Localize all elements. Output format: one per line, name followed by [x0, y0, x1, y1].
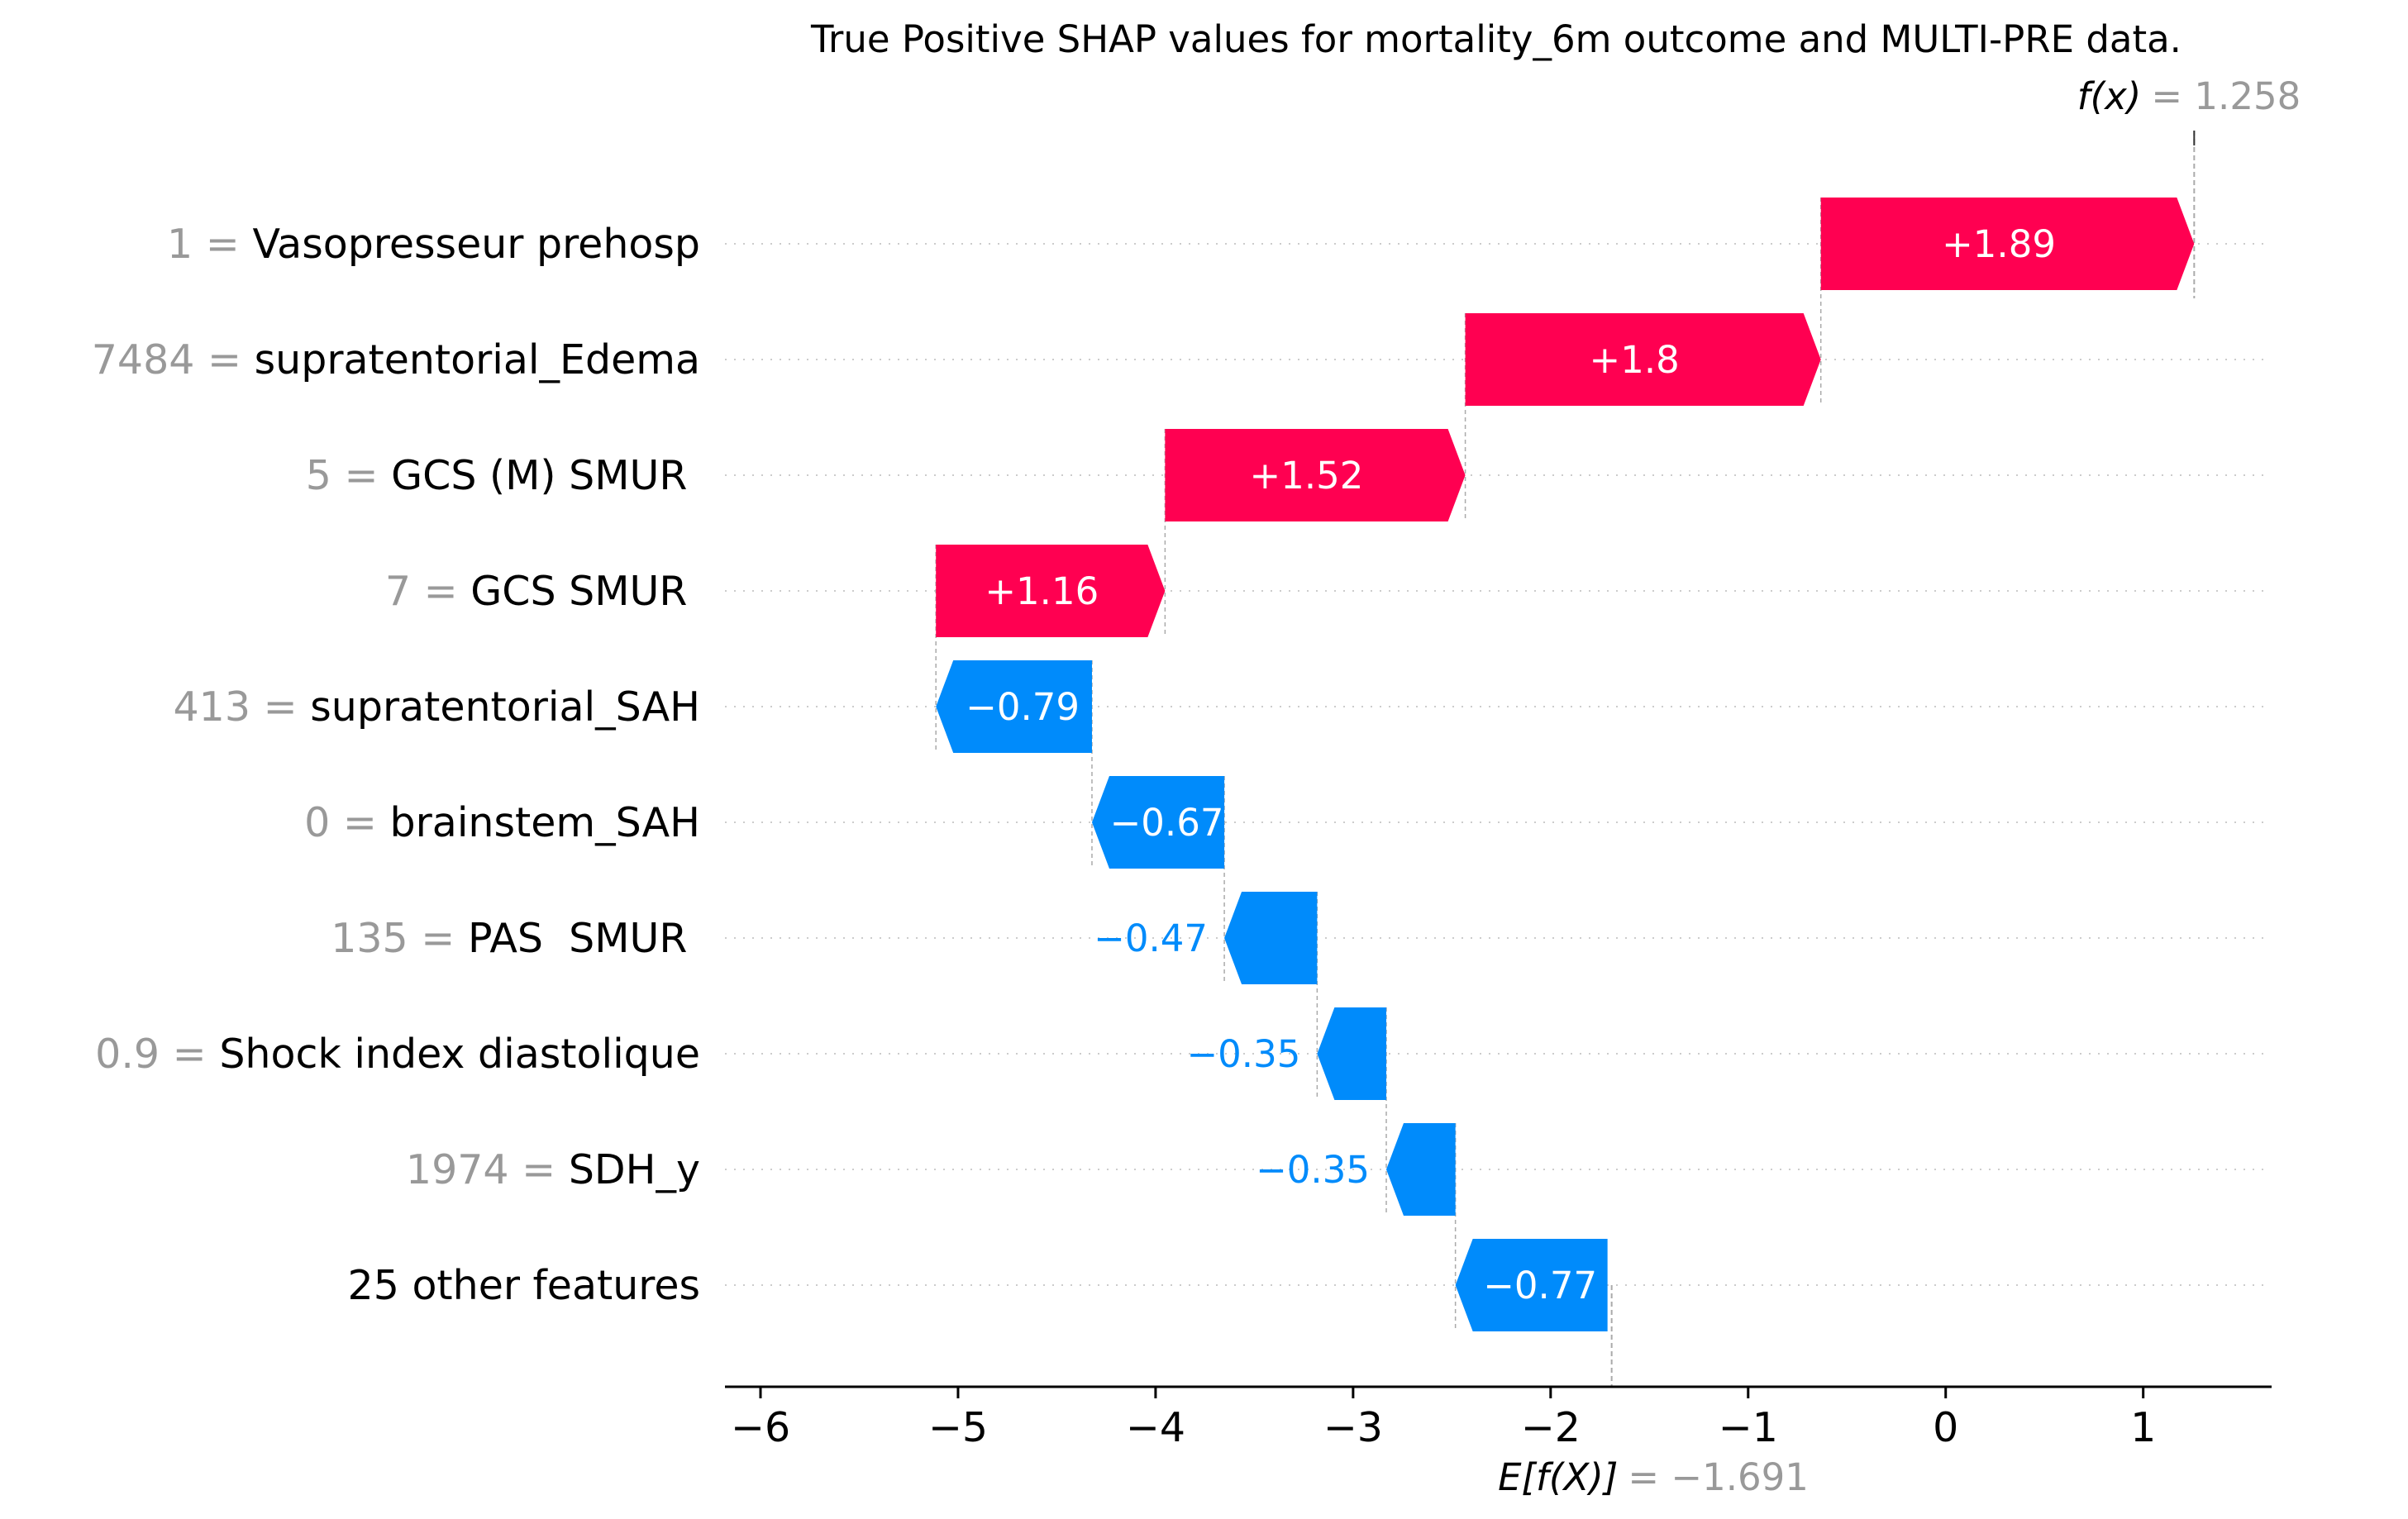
feature-equals: = [160, 1031, 219, 1078]
x-axis: −6 −5 −4 −3 −2 −1 0 1 [725, 1385, 2272, 1451]
shap-value-label: +1.16 [985, 569, 1099, 613]
x-tick-label: −6 [731, 1404, 790, 1451]
feature-label: 1 = Vasopresseur prehosp [167, 221, 700, 268]
feature-name: 25 other features [348, 1262, 700, 1309]
feature-equals: = [408, 915, 468, 962]
feature-label: 5 = GCS (M) SMUR [306, 452, 700, 499]
feature-name: PAS SMUR [468, 915, 700, 962]
feature-label: 0.9 = Shock index diastolique [95, 1031, 700, 1078]
feature-name: brainstem_SAH [390, 799, 700, 846]
x-tick-label: −4 [1126, 1404, 1185, 1451]
feature-value: 1974 [406, 1146, 509, 1193]
feature-value: 135 [331, 915, 408, 962]
feature-value: 7 [385, 568, 411, 615]
x-tick-label: −5 [928, 1404, 988, 1451]
feature-equals: = [509, 1146, 569, 1193]
shap-value-label: −0.77 [1483, 1264, 1597, 1307]
feature-value: 7484 [92, 336, 195, 383]
feature-equals: = [411, 568, 470, 615]
feature-equals: = [250, 683, 310, 731]
base-label: E[f(X)] [1498, 1455, 1618, 1499]
feature-value: 0 [304, 799, 330, 846]
positive-shap-bar [1165, 429, 1466, 521]
feature-equals: = [193, 221, 252, 268]
connector-lines [935, 131, 2196, 1387]
negative-shap-bar [1455, 1239, 1608, 1331]
x-tick-label: 1 [2130, 1404, 2156, 1451]
x-tick-label: −3 [1323, 1404, 1383, 1451]
shap-bar-labels: +1.89 +1.8 +1.52 +1.16 −0.79 −0.67 −0.47 −0.35 −… [966, 222, 2056, 1307]
output-label: f(x) [2077, 74, 2142, 118]
feature-label: 413 = supratentorial_SAH [174, 683, 701, 731]
feature-equals: = [331, 452, 391, 499]
shap-value-label: +1.8 [1590, 338, 1680, 382]
chart-title: True Positive SHAP values for mortality_… [810, 17, 2182, 61]
feature-label: 0 = brainstem_SAH [304, 799, 700, 846]
feature-name: Shock index diastolique [219, 1031, 700, 1078]
feature-value: 5 [306, 452, 331, 499]
output-annotation: f(x) = 1.258 [2077, 74, 2301, 118]
negative-shap-bar [936, 660, 1092, 753]
shap-value-label: −0.35 [1186, 1032, 1300, 1076]
feature-name: GCS (M) SMUR [391, 452, 700, 499]
feature-labels: 1 = Vasopresseur prehosp 7484 = supratent… [92, 221, 700, 1309]
shap-bars [936, 198, 2195, 1331]
feature-name: supratentorial_SAH [310, 683, 700, 731]
feature-label: 7484 = supratentorial_Edema [92, 336, 700, 383]
positive-shap-bar [1820, 198, 2195, 290]
base-value: = −1.691 [1628, 1455, 1809, 1499]
x-tick-label: −2 [1521, 1404, 1581, 1451]
feature-value: 0.9 [95, 1031, 160, 1078]
shap-value-label: −0.79 [966, 685, 1080, 729]
feature-value: 1 [167, 221, 193, 268]
feature-name: supratentorial_Edema [255, 336, 700, 383]
negative-shap-bar [1386, 1123, 1456, 1216]
feature-name: Vasopresseur prehosp [252, 221, 700, 268]
feature-label: 135 = PAS SMUR [331, 915, 700, 962]
shap-value-label: +1.52 [1250, 454, 1364, 498]
feature-label: 1974 = SDH_y [406, 1146, 700, 1193]
feature-equals: = [330, 799, 389, 846]
x-tick-label: 0 [1933, 1404, 1958, 1451]
x-tick-label: −1 [1719, 1404, 1778, 1451]
feature-value: 413 [174, 683, 251, 731]
value-annotations: f(x) = 1.258 E[f(X)] = −1.691 [1498, 74, 2301, 1499]
shap-value-label: −0.67 [1110, 801, 1224, 845]
feature-equals: = [194, 336, 254, 383]
base-annotation: E[f(X)] = −1.691 [1498, 1455, 1809, 1499]
feature-name: GCS SMUR [470, 568, 700, 615]
feature-label: 7 = GCS SMUR [385, 568, 700, 615]
shap-value-label: −0.35 [1256, 1148, 1370, 1192]
positive-shap-bar [1465, 313, 1821, 406]
feature-label: 25 other features [348, 1262, 700, 1309]
negative-shap-bar [1224, 892, 1318, 984]
negative-shap-bar [1091, 776, 1225, 869]
positive-shap-bar [936, 545, 1166, 637]
feature-name: SDH_y [569, 1146, 700, 1193]
output-value: = 1.258 [2151, 74, 2301, 118]
negative-shap-bar [1317, 1007, 1387, 1100]
shap-value-label: −0.47 [1094, 917, 1208, 960]
shap-value-label: +1.89 [1942, 222, 2056, 266]
